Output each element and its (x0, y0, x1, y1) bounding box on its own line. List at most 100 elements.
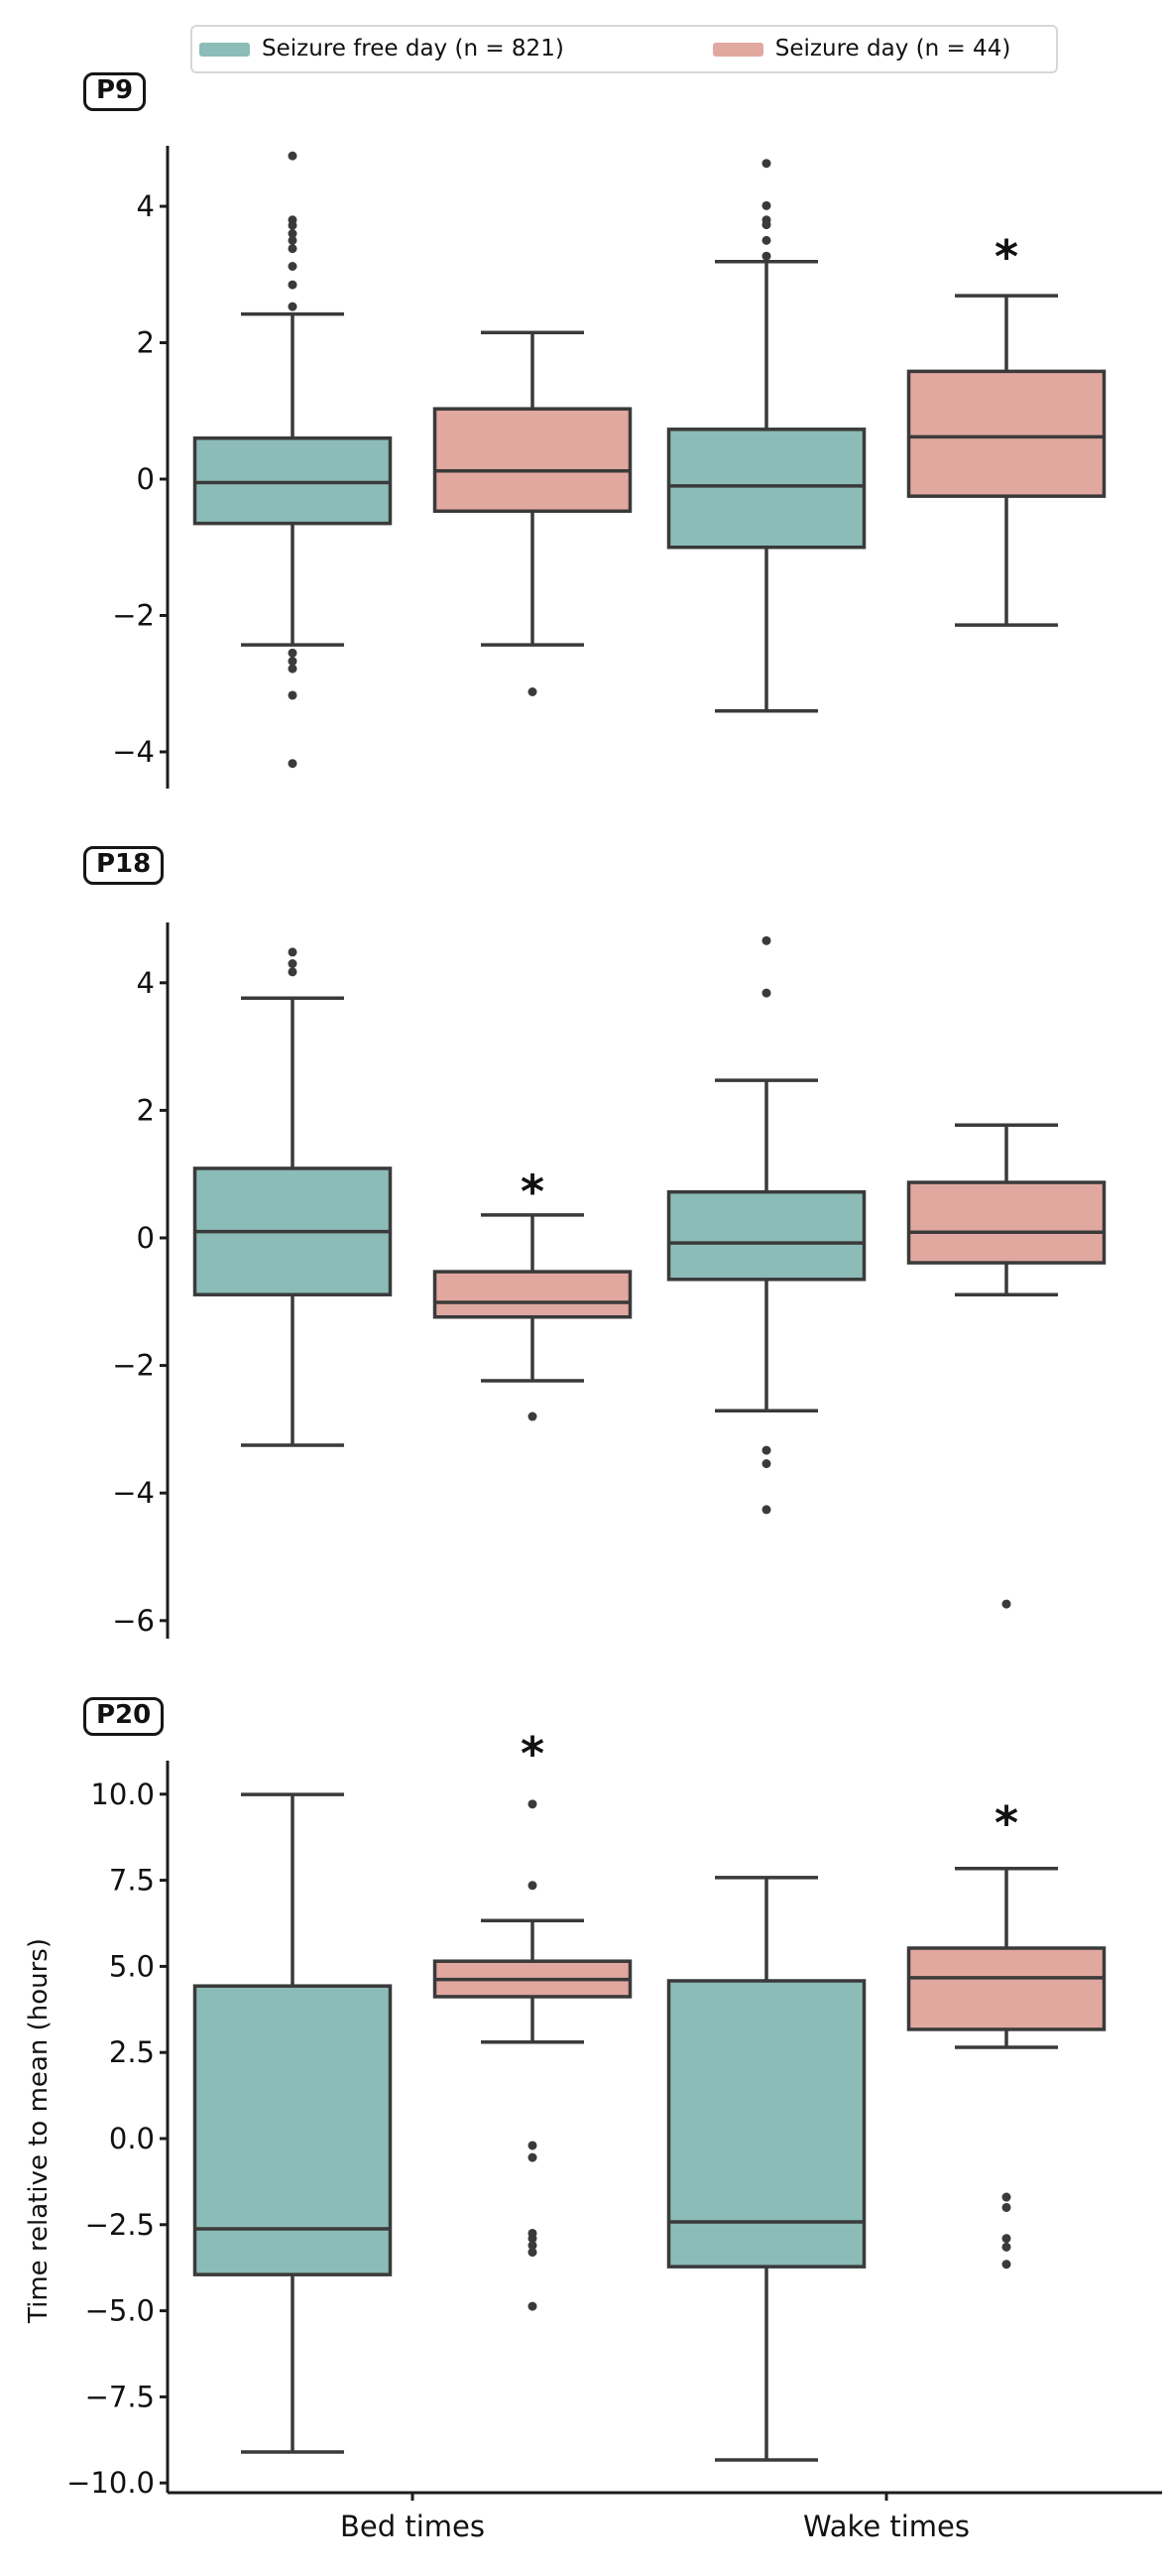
y-tick-label: −2 (112, 599, 155, 633)
y-tick-label: −7.5 (85, 2380, 155, 2413)
legend-entry-seizure-free-day: Seizure free day (n = 821) (199, 38, 564, 61)
y-tick-label: −10.0 (66, 2466, 155, 2500)
outlier-dot (527, 2241, 537, 2251)
x-tick-label-wake-times: Wake times (802, 2510, 971, 2543)
panel-p20: 10.0 7.5 5.0 2.5 0.0 −2.5 −5.0 −7.5 −10.0 * * (66, 1727, 1107, 2500)
outlier-dot (288, 967, 297, 977)
y-tick-label: 4 (137, 966, 155, 1000)
outlier-dot (527, 2234, 537, 2244)
outlier-dot (1001, 2202, 1011, 2212)
box-p20-bed-seizure-day: * (432, 1727, 633, 2311)
outlier-dot (288, 657, 297, 667)
y-tick-label: −4 (112, 735, 155, 769)
outlier-dot (527, 2152, 537, 2162)
iqr-box (906, 1180, 1107, 1265)
box-p18-wake-seizure-day (906, 1123, 1107, 1609)
y-tick-label: 2 (137, 326, 155, 360)
outlier-dot (527, 687, 537, 696)
y-tick-label: 7.5 (109, 1864, 155, 1898)
box-p20-wake-seizure-free (666, 1876, 867, 2462)
outlier-dot (761, 935, 771, 945)
outlier-dot (527, 1799, 537, 1809)
outlier-dot (527, 2248, 537, 2258)
y-tick-label: 0 (137, 462, 155, 496)
x-axis (168, 2491, 1162, 2501)
panel-label-p20: P20 (83, 1697, 165, 1736)
outlier-dot (288, 664, 297, 674)
outlier-dot (761, 988, 771, 998)
outlier-dot (1001, 1599, 1011, 1609)
iqr-box (906, 369, 1107, 498)
panel-p9: 4 2 0 −2 −4 * (112, 146, 1107, 789)
legend-swatch-seizure-free-icon (199, 42, 250, 57)
iqr-box (666, 428, 867, 550)
y-tick-label: −5.0 (85, 2294, 155, 2328)
outlier-dot (288, 229, 297, 238)
outlier-dot (288, 302, 297, 311)
box-p18-wake-seizure-free (666, 935, 867, 1515)
outlier-dot (761, 200, 771, 210)
panel-p18: 4 2 0 −2 −4 −6 * (112, 922, 1107, 1639)
outlier-dot (761, 235, 771, 245)
y-tick-label: −2 (112, 1349, 155, 1383)
y-axis-label: Time relative to mean (hours) (24, 1938, 54, 2323)
outlier-dot (288, 280, 297, 290)
outlier-dot (527, 1881, 537, 1891)
outlier-dot (288, 235, 297, 245)
outlier-dot (761, 1459, 771, 1469)
y-tick-label: 0 (137, 1221, 155, 1255)
y-tick-label: −4 (112, 1476, 155, 1510)
outlier-dot (288, 151, 297, 161)
outlier-dot (761, 159, 771, 169)
box-p18-bed-seizure-free (192, 947, 393, 1447)
y-tick-label: −6 (112, 1604, 155, 1638)
iqr-box (666, 1189, 867, 1282)
outlier-dot (288, 759, 297, 769)
outlier-dot (288, 947, 297, 957)
y-tick-label: 5.0 (109, 1949, 155, 1983)
box-p18-bed-seizure-day: * (432, 1165, 633, 1421)
outlier-dot (527, 1411, 537, 1421)
outlier-dot (761, 220, 771, 230)
outlier-dot (288, 262, 297, 271)
panel-label-p9: P9 (83, 72, 147, 111)
legend-label-seizure-free-day: Seizure free day (n = 821) (262, 36, 564, 61)
significance-asterisk: * (994, 1796, 1018, 1850)
box-p20-bed-seizure-free (192, 1792, 393, 2454)
iqr-box (192, 1984, 393, 2276)
iqr-box (906, 1946, 1107, 2031)
significance-asterisk: * (521, 1727, 544, 1780)
outlier-dot (288, 648, 297, 658)
outlier-dot (288, 959, 297, 969)
y-tick-label: 2 (137, 1093, 155, 1127)
box-p9-wake-seizure-day: * (906, 230, 1107, 627)
box-p20-wake-seizure-day: * (906, 1796, 1107, 2269)
outlier-dot (1001, 2234, 1011, 2244)
outlier-dot (288, 244, 297, 254)
y-tick-label: 10.0 (90, 1778, 155, 1811)
outlier-dot (761, 1505, 771, 1515)
iqr-box (666, 1979, 867, 2269)
legend: Seizure free day (n = 821) Seizure day (… (190, 25, 1058, 73)
box-p9-bed-seizure-free (192, 151, 393, 769)
outlier-dot (1001, 2192, 1011, 2202)
outlier-dot (1001, 2242, 1011, 2252)
outlier-dot (1001, 2260, 1011, 2269)
outlier-dot (761, 251, 771, 261)
legend-entry-seizure-day: Seizure day (n = 44) (712, 38, 1010, 61)
outlier-dot (527, 2141, 537, 2150)
significance-asterisk: * (521, 1165, 544, 1219)
y-tick-label: −2.5 (85, 2208, 155, 2242)
outlier-dot (761, 1445, 771, 1455)
legend-swatch-seizure-day-icon (712, 42, 763, 57)
outlier-dot (527, 2301, 537, 2311)
y-tick-label: 4 (137, 189, 155, 223)
box-p9-bed-seizure-day (432, 330, 633, 696)
x-tick-label-bed-times: Bed times (340, 2510, 485, 2543)
panel-label-p18: P18 (83, 846, 165, 885)
iqr-box (432, 407, 633, 514)
y-tick-label: 2.5 (109, 2035, 155, 2069)
iqr-box (432, 1270, 633, 1319)
